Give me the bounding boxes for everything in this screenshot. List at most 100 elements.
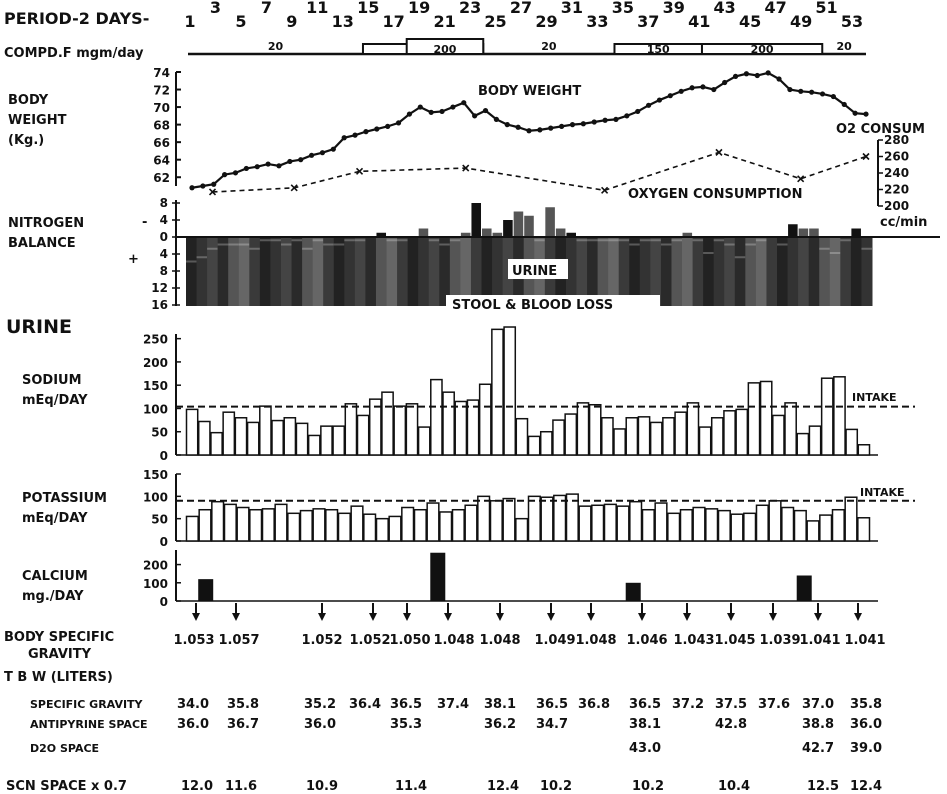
panel-label: NITROGEN bbox=[8, 216, 84, 231]
nitrogen-loss-bar bbox=[228, 237, 240, 306]
nitrogen-balance-bar bbox=[524, 215, 534, 237]
body-weight-point bbox=[330, 146, 336, 152]
urine-bar bbox=[527, 495, 541, 542]
arrow-head bbox=[318, 613, 326, 621]
body-weight-point bbox=[385, 123, 391, 129]
nitrogen-balance-bar bbox=[566, 232, 576, 237]
compound-f-dose-label: 200 bbox=[751, 43, 774, 56]
period-tick: 33 bbox=[586, 12, 608, 31]
urine-bar bbox=[674, 411, 688, 456]
body-weight-point bbox=[765, 70, 771, 76]
urine-bar bbox=[603, 503, 617, 542]
potassium-intake-label: INTAKE bbox=[860, 486, 905, 499]
nitrogen-tick-label: 12 bbox=[151, 281, 168, 295]
nitrogen-loss-bar bbox=[840, 237, 852, 306]
body-weight-point bbox=[580, 121, 586, 127]
urine-bar bbox=[527, 435, 541, 456]
body-weight-point bbox=[667, 93, 673, 99]
nitrogen-balance-bar bbox=[323, 243, 334, 246]
urine-bar bbox=[312, 508, 326, 542]
urine-bar bbox=[705, 508, 719, 542]
tbw-antipyrine-value: 36.7 bbox=[227, 717, 259, 732]
nitrogen-loss-bar bbox=[386, 237, 398, 306]
period-tick: 3 bbox=[210, 0, 221, 17]
nitrogen-loss-bar bbox=[344, 237, 356, 306]
nitrogen-balance-bar bbox=[344, 239, 355, 242]
nitrogen-loss-bar bbox=[302, 237, 314, 306]
body-weight-point bbox=[602, 117, 608, 123]
panel-label: POTASSIUM bbox=[22, 491, 107, 506]
compound-f-dose-label: 20 bbox=[541, 40, 557, 53]
calcium-bar bbox=[198, 579, 214, 601]
body-weight-point bbox=[395, 120, 402, 126]
nitrogen-balance-bar bbox=[840, 239, 851, 242]
nitrogen-balance-bar bbox=[228, 243, 239, 246]
urine-bar bbox=[502, 497, 516, 542]
body-weight-point bbox=[569, 122, 576, 128]
body-weight-point bbox=[428, 109, 434, 115]
urine-bar bbox=[249, 508, 263, 542]
nitrogen-loss-bar bbox=[565, 237, 577, 306]
arrow-head bbox=[192, 613, 200, 621]
nitrogen-balance-bar bbox=[503, 220, 513, 237]
arrow-head bbox=[403, 613, 411, 621]
period-tick: 45 bbox=[739, 12, 761, 31]
body-weight-point bbox=[722, 79, 728, 86]
compound-f-label: COMPD.F mgm/day bbox=[4, 46, 144, 61]
compound-f-dose-bar: 201502015020020200 bbox=[188, 38, 866, 56]
nitrogen-loss-bar bbox=[259, 237, 271, 306]
arrow-head bbox=[727, 613, 735, 621]
bsg-value: 1.039 bbox=[759, 633, 800, 648]
period-tick: 21 bbox=[433, 12, 455, 31]
bsg-value: 1.045 bbox=[714, 633, 755, 648]
period-tick: 25 bbox=[484, 12, 506, 31]
tbw-antipyrine-value: 38.8 bbox=[802, 717, 834, 732]
urine-bar bbox=[772, 414, 785, 456]
tick-label: 250 bbox=[143, 333, 168, 347]
urine-bar bbox=[613, 428, 626, 456]
nitrogen-balance-bar bbox=[851, 228, 861, 237]
body-weight-point bbox=[406, 111, 413, 117]
body-weight-point bbox=[645, 102, 652, 108]
oxygen-tick-label: 280 bbox=[884, 133, 909, 147]
urine-bar bbox=[381, 391, 394, 456]
nitrogen-loss-bar bbox=[713, 237, 725, 306]
body-weight-point bbox=[254, 164, 260, 170]
urine-bar bbox=[259, 405, 272, 456]
nitrogen-balance-bar bbox=[280, 243, 292, 246]
oxygen-point bbox=[462, 164, 470, 172]
bsg-value: 1.057 bbox=[218, 633, 259, 648]
urine-bar bbox=[283, 417, 297, 456]
scn-value: 12.4 bbox=[487, 779, 519, 794]
body-weight-point bbox=[635, 108, 641, 115]
urine-bar bbox=[641, 508, 655, 542]
urine-bar bbox=[320, 425, 333, 456]
nitrogen-loss-bar bbox=[618, 237, 630, 306]
period-tick: 29 bbox=[535, 12, 557, 31]
nitrogen-loss-bar bbox=[249, 237, 261, 306]
arrow-head bbox=[769, 613, 777, 621]
body-weight-point bbox=[841, 101, 847, 108]
nitrogen-balance-bar bbox=[692, 239, 704, 242]
urine-bar bbox=[588, 403, 602, 456]
nitrogen-loss-bar bbox=[629, 237, 641, 306]
body-weight-point bbox=[374, 126, 380, 132]
tbw-sg-value: 37.0 bbox=[802, 697, 834, 712]
arrow-head bbox=[638, 613, 646, 621]
body-specific-gravity-row: BODY SPECIFIC GRAVITY 1.053 1.057 1.052 1.052… bbox=[4, 630, 886, 662]
period-ticks: 1357911131517192123252729313335373941434… bbox=[184, 0, 863, 31]
compound-f-dose-label: 20 bbox=[836, 40, 852, 53]
body-weight-point bbox=[591, 119, 597, 125]
urine-bar bbox=[368, 398, 382, 456]
urine-bar bbox=[768, 500, 782, 542]
nitrogen-balance-bar bbox=[471, 203, 482, 237]
nitrogen-balance-bar bbox=[270, 239, 281, 242]
nitrogen-loss-bar bbox=[692, 237, 704, 306]
urine-bar bbox=[375, 517, 389, 542]
oxygen-axis: 200 220 240 260 280 bbox=[877, 133, 909, 213]
urine-bar bbox=[350, 505, 364, 542]
period-tick: 13 bbox=[332, 12, 354, 31]
tbw-sg-value: 38.1 bbox=[484, 697, 516, 712]
tbw-antipyrine-value: 36.0 bbox=[177, 717, 209, 732]
